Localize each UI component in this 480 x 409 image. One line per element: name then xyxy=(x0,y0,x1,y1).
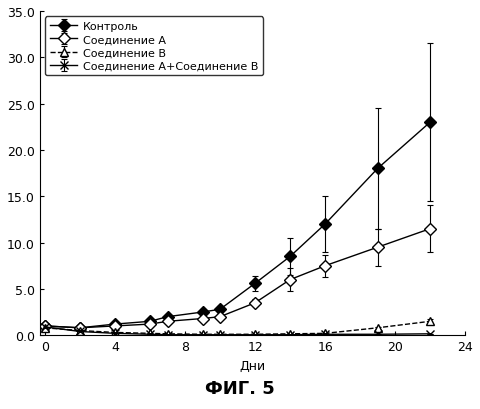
Text: ФИГ. 5: ФИГ. 5 xyxy=(205,379,275,397)
X-axis label: Дни: Дни xyxy=(240,359,265,372)
Legend: Контроль, Соединение A, Соединение B, Соединение A+Соединение B: Контроль, Соединение A, Соединение B, Со… xyxy=(45,18,263,76)
